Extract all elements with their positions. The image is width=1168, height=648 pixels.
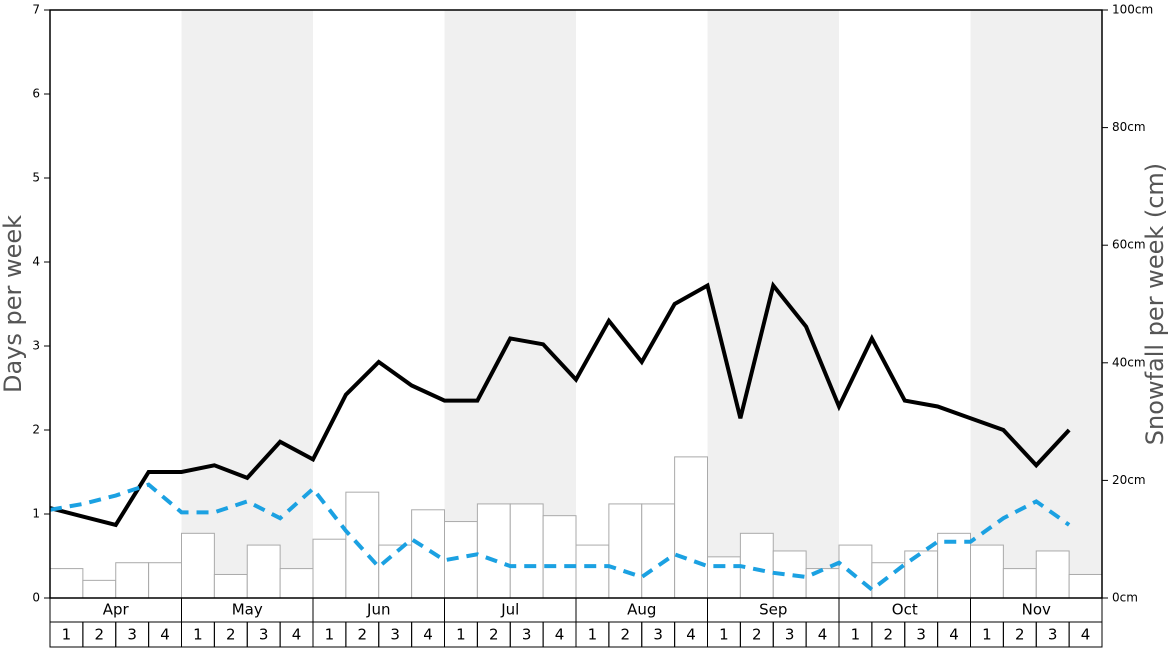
bar — [904, 550, 939, 599]
x-tick-label: 4 — [1081, 626, 1091, 644]
bar — [213, 573, 248, 599]
bar — [805, 568, 840, 599]
bar — [279, 568, 314, 599]
x-tick-label: 1 — [851, 626, 861, 644]
bar — [82, 579, 117, 599]
x-tick-label: 4 — [818, 626, 828, 644]
x-tick-label: 3 — [785, 626, 795, 644]
x-tick-label: 4 — [423, 626, 433, 644]
x-tick-label: 1 — [982, 626, 992, 644]
x-tick-label: 3 — [127, 626, 137, 644]
y2-tick-label: 60cm — [1112, 238, 1146, 252]
month-shade — [444, 10, 576, 598]
bar — [575, 544, 610, 599]
month-label: Jul — [500, 601, 519, 619]
y2-tick-label: 20cm — [1112, 473, 1146, 487]
x-tick-label: 4 — [292, 626, 302, 644]
x-tick-label: 1 — [325, 626, 335, 644]
month-label: May — [232, 601, 263, 619]
x-tick-label: 3 — [916, 626, 926, 644]
bar — [509, 503, 544, 599]
bar — [608, 503, 643, 599]
x-tick-label: 1 — [719, 626, 729, 644]
x-tick-label: 2 — [358, 626, 368, 644]
x-tick-label: 2 — [1015, 626, 1025, 644]
month-label: Nov — [1022, 601, 1051, 619]
bar — [181, 532, 215, 599]
y2-tick-label: 80cm — [1112, 120, 1146, 134]
x-tick-label: 1 — [62, 626, 72, 644]
bar — [476, 503, 511, 599]
month-label: Aug — [627, 601, 656, 619]
x-tick-label: 3 — [653, 626, 663, 644]
y-tick-label: 6 — [32, 87, 40, 101]
x-tick-label: 4 — [686, 626, 696, 644]
x-tick-label: 1 — [456, 626, 466, 644]
month-label: Apr — [103, 601, 130, 619]
x-tick-label: 4 — [949, 626, 959, 644]
x-tick-label: 2 — [489, 626, 499, 644]
y-tick-label: 2 — [32, 423, 40, 437]
month-shade — [181, 10, 313, 598]
x-tick-label: 1 — [588, 626, 598, 644]
x-tick-label: 2 — [752, 626, 762, 644]
month-shade — [970, 10, 1102, 598]
bar — [115, 562, 150, 599]
bar — [49, 568, 84, 599]
month-label: Jun — [366, 601, 390, 619]
y2-tick-label: 100cm — [1112, 3, 1153, 17]
y2-tick-label: 40cm — [1112, 355, 1146, 369]
bar — [1068, 573, 1103, 599]
y-tick-label: 5 — [32, 171, 40, 185]
bar — [148, 562, 182, 599]
x-tick-label: 2 — [226, 626, 236, 644]
x-tick-label: 2 — [95, 626, 105, 644]
bar — [542, 515, 577, 599]
month-shade — [707, 10, 839, 598]
x-tick-label: 2 — [884, 626, 894, 644]
y-axis-title: Days per week — [0, 215, 27, 393]
bar — [1035, 550, 1070, 599]
month-label: Oct — [892, 601, 918, 619]
bar — [411, 509, 445, 599]
bar — [641, 503, 676, 599]
line — [49, 482, 1071, 593]
x-tick-label: 1 — [193, 626, 203, 644]
bar — [378, 544, 413, 599]
x-tick-label: 3 — [390, 626, 400, 644]
bar — [345, 491, 380, 599]
y2-axis-title: Snowfall per week (cm) — [1141, 163, 1168, 445]
y-tick-label: 0 — [32, 591, 40, 605]
y-tick-label: 4 — [32, 255, 40, 269]
y2-tick-label: 0cm — [1112, 591, 1138, 605]
background — [181, 10, 1102, 598]
bar — [937, 532, 971, 599]
y-tick-label: 3 — [32, 339, 40, 353]
x-tick-label: 4 — [160, 626, 170, 644]
bar — [1002, 568, 1037, 599]
bar — [312, 538, 347, 599]
bar — [838, 544, 873, 599]
y-tick-label: 7 — [32, 3, 40, 17]
x-tick-label: 3 — [1048, 626, 1058, 644]
y-tick-label: 1 — [32, 507, 40, 521]
x-tick-label: 3 — [522, 626, 532, 644]
plot — [49, 281, 1103, 599]
month-label: Sep — [759, 601, 787, 619]
x-tick-label: 4 — [555, 626, 565, 644]
bar — [970, 544, 1004, 599]
line — [49, 281, 1071, 528]
x-tick-label: 3 — [259, 626, 269, 644]
bar — [246, 544, 281, 599]
bar — [707, 556, 741, 599]
bar — [674, 456, 708, 599]
x-tick-label: 2 — [621, 626, 631, 644]
week-cell — [1068, 621, 1103, 648]
